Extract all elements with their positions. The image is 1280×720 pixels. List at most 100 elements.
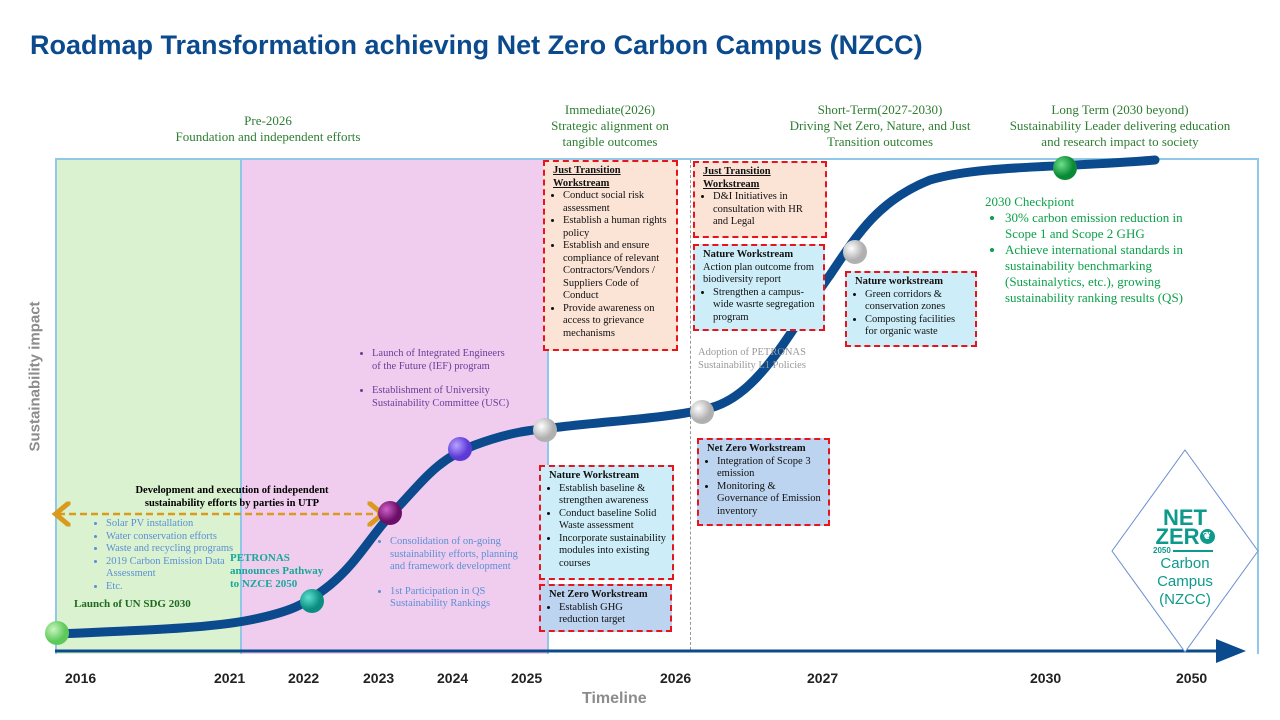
- list-item: Establish and ensure compliance of relev…: [563, 240, 670, 303]
- phase-subtitle: tangible outcomes: [562, 134, 658, 149]
- region-2021-2025: [240, 158, 549, 654]
- milestone-2024: [448, 437, 472, 461]
- list-item: Achieve international standards in susta…: [1005, 242, 1215, 306]
- label-line: sustainability efforts by parties in UTP: [144, 498, 320, 509]
- phase-pre-2026: Pre-2026 Foundation and independent effo…: [148, 113, 388, 145]
- box-heading: Workstream: [553, 177, 610, 189]
- year-label: 2021: [214, 670, 246, 686]
- nzcc-logo: NET ZER ❦ 2050 Carbon Campus (NZCC): [1135, 505, 1235, 609]
- box-heading: Net Zero Workstream: [707, 443, 806, 454]
- list-item: Water conservation efforts: [106, 531, 246, 544]
- just-transition-box-2026: Just Transition Workstream Conduct socia…: [543, 160, 678, 351]
- checkpoint-heading: 2030 Checkpiont: [985, 194, 1075, 209]
- phase-subtitle: Transition outcomes: [826, 134, 934, 149]
- milestone-2026: [690, 400, 714, 424]
- list-item: Strengthen a campus-wide wasrte segregat…: [713, 287, 817, 325]
- list-item: Consolidation of on-going sustainability…: [390, 536, 530, 574]
- list-item: Solar PV installation: [106, 518, 246, 531]
- region-pre-2021: [55, 158, 242, 654]
- label-line: Sustainability L1 Policies: [698, 359, 806, 371]
- list-item: D&I Initiatives in consultation with HR …: [713, 191, 819, 229]
- list-item: Monitoring & Governance of Emission inve…: [717, 481, 822, 519]
- nature-box-2026: Nature Workstream Establish baseline & s…: [539, 465, 674, 580]
- year-label: 2025: [511, 670, 543, 686]
- label-line: announces Pathway: [230, 565, 324, 577]
- just-transition-box-short-term: Just Transition Workstream D&I Initiativ…: [693, 161, 827, 238]
- phase-title: Pre-2026: [244, 113, 292, 128]
- phase-title: Immediate(2026): [564, 102, 656, 117]
- independent-efforts-label: Development and execution of independent…: [92, 484, 372, 510]
- list-item: Conduct baseline Solid Waste assessment: [559, 508, 666, 533]
- milestone-2023: [378, 501, 402, 525]
- phase-subtitle: Driving Net Zero, Nature, and Just: [789, 118, 971, 133]
- label-line: PETRONAS: [230, 552, 290, 564]
- adoption-petronas-label: Adoption of PETRONAS Sustainability L1 P…: [698, 347, 806, 372]
- logo-net: NET: [1163, 505, 1207, 530]
- logo-year-text: 2050: [1153, 546, 1171, 555]
- year-label: 2023: [363, 670, 395, 686]
- phase-long-term: Long Term (2030 beyond) Sustainability L…: [990, 102, 1250, 150]
- box-lead: Action plan outcome from biodiversity re…: [703, 261, 815, 286]
- label-line: Adoption of PETRONAS: [698, 347, 806, 358]
- x-axis-label: Timeline: [582, 690, 647, 707]
- logo-line: (NZCC): [1159, 591, 1211, 608]
- phase-subtitle: Foundation and independent efforts: [175, 129, 361, 144]
- phase-title: Short-Term(2027-2030): [817, 102, 943, 117]
- year-label: 2022: [288, 670, 320, 686]
- list-item: 2019 Carbon Emission Data Assessment: [106, 556, 246, 581]
- list-item: Integration of Scope 3 emission: [717, 456, 822, 481]
- checkpoint-2030: 2030 Checkpiont 30% carbon emission redu…: [985, 194, 1215, 306]
- list-item: Establishment of University Sustainabili…: [372, 385, 512, 410]
- sustainability-curve: [52, 155, 1160, 639]
- label-line: to NZCE 2050: [230, 578, 298, 590]
- year-label: 2024: [437, 670, 469, 686]
- year-label: 2050: [1176, 670, 1208, 686]
- milestone-2027: [843, 240, 867, 264]
- box-heading: Nature Workstream: [549, 470, 640, 481]
- year-label: 2030: [1030, 670, 1062, 686]
- region-2025-beyond: [545, 158, 1259, 654]
- label-line: Development and execution of independent: [135, 485, 329, 496]
- list-item: Etc.: [106, 581, 246, 594]
- phase-subtitle: and research impact to society: [1041, 134, 1199, 149]
- logo-zero-text: ZER: [1155, 524, 1200, 549]
- milestone-2025: [533, 418, 557, 442]
- list-item: Launch of Integrated Engineers of the Fu…: [372, 348, 512, 373]
- nature-box-2027: Nature workstream Green corridors & cons…: [845, 271, 977, 347]
- list-item: Waste and recycling programs: [106, 543, 246, 556]
- box-heading: Net Zero Workstream: [549, 589, 648, 600]
- un-sdg-label: Launch of UN SDG 2030: [74, 598, 191, 610]
- box-heading: Workstream: [703, 178, 760, 190]
- logo-year: 2050: [1135, 546, 1235, 555]
- phase-subtitle: Strategic alignment on: [551, 118, 669, 133]
- independent-efforts-list: Solar PV installation Water conservation…: [96, 518, 246, 593]
- list-item: Composting facilities for organic waste: [865, 314, 969, 339]
- milestone-2016: [45, 621, 69, 645]
- list-item: Green corridors & conservation zones: [865, 289, 969, 314]
- milestone-2024-list: Launch of Integrated Engineers of the Fu…: [362, 348, 512, 410]
- year-label: 2026: [660, 670, 692, 686]
- box-heading: Nature Workstream: [703, 249, 794, 260]
- milestone-2030: [1053, 156, 1077, 180]
- box-heading: Nature workstream: [855, 276, 943, 287]
- list-item: Establish GHG reduction target: [559, 602, 664, 627]
- petronas-announcement: PETRONAS announces Pathway to NZCE 2050: [230, 552, 323, 591]
- list-item: Establish a human rights policy: [563, 215, 670, 240]
- box-heading: Just Transition: [703, 166, 771, 177]
- page-title: Roadmap Transformation achieving Net Zer…: [30, 30, 923, 60]
- phase-short-term: Short-Term(2027-2030) Driving Net Zero, …: [740, 102, 1020, 150]
- box-heading: Just Transition: [553, 165, 621, 176]
- net-zero-box-2026: Net Zero Workstream Establish GHG reduct…: [539, 584, 672, 632]
- year-label: 2027: [807, 670, 839, 686]
- list-item: Establish baseline & strengthen awarenes…: [559, 483, 666, 508]
- y-axis-label: Sustainability impact: [26, 301, 44, 452]
- phase-immediate: Immediate(2026) Strategic alignment on t…: [490, 102, 730, 150]
- logo-line: Carbon: [1160, 555, 1210, 572]
- phase-title: Long Term (2030 beyond): [1051, 102, 1189, 117]
- year-label: 2016: [65, 670, 97, 686]
- milestone-2023-list: Consolidation of on-going sustainability…: [380, 536, 530, 611]
- leaf-icon: ❦: [1199, 529, 1215, 544]
- list-item: 30% carbon emission reduction in Scope 1…: [1005, 210, 1215, 242]
- nature-box-short-term: Nature Workstream Action plan outcome fr…: [693, 244, 825, 331]
- divider-2026: [690, 160, 691, 650]
